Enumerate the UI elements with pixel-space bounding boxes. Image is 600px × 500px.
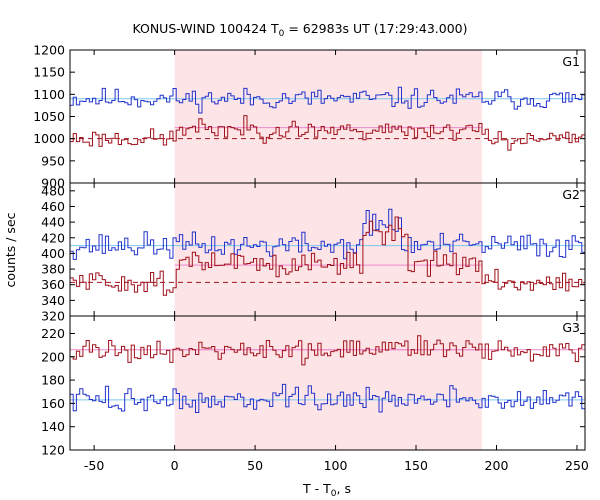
- ytick-label-g1-1150: 1150: [33, 65, 65, 80]
- ytick-label-g3-140: 140: [41, 419, 65, 434]
- text-layer: KONUS-WIND 100424 T0 = 62983s UT (17:29:…: [3, 21, 589, 499]
- data-layer: [70, 86, 585, 413]
- xtick-label-150: 150: [404, 458, 428, 473]
- y-axis-label: counts / sec: [3, 212, 18, 287]
- ytick-label-g3-220: 220: [41, 326, 65, 341]
- ytick-label-g2-320: 320: [41, 309, 65, 324]
- ytick-label-g3-200: 200: [41, 349, 65, 364]
- frame-layer: [69, 49, 586, 451]
- panel-label-g3: G3: [562, 320, 580, 335]
- xtick-label-0: 0: [171, 458, 179, 473]
- ytick-label-g2-400: 400: [41, 246, 65, 261]
- ytick-label-g3-180: 180: [41, 373, 65, 388]
- x-axis-label: T - T0, s: [302, 481, 351, 499]
- ytick-label-g2-340: 340: [41, 293, 65, 308]
- panel-label-g2: G2: [562, 187, 580, 202]
- ytick-label-g2-440: 440: [41, 215, 65, 230]
- xtick-label-100: 100: [324, 458, 348, 473]
- ytick-label-g2-380: 380: [41, 262, 65, 277]
- shade-layer: [174, 50, 482, 450]
- ytick-label-g2-360: 360: [41, 277, 65, 292]
- xtick-label-200: 200: [485, 458, 509, 473]
- ytick-label-g3-120: 120: [41, 443, 65, 458]
- panel-frame-g3: [69, 315, 586, 451]
- series-blue-g2: [70, 208, 585, 260]
- panel-label-g1: G1: [562, 54, 580, 69]
- ytick-label-g1-1050: 1050: [33, 109, 65, 124]
- ytick-label-g2-480: 480: [41, 183, 65, 198]
- xtick-label-50: 50: [247, 458, 263, 473]
- xtick-label-250: 250: [565, 458, 589, 473]
- series-blue-g3: [70, 383, 585, 413]
- ytick-label-g3-160: 160: [41, 396, 65, 411]
- chart-title: KONUS-WIND 100424 T0 = 62983s UT (17:29:…: [132, 21, 467, 39]
- ytick-label-g1-900: 900: [41, 176, 65, 191]
- ytick-label-g2-460: 460: [41, 199, 65, 214]
- ytick-label-g2-420: 420: [41, 230, 65, 245]
- burst-interval-shade: [174, 50, 482, 450]
- xtick-label--50: -50: [84, 458, 104, 473]
- series-red-g1: [70, 115, 585, 151]
- series-red-g3: [70, 335, 585, 366]
- ytick-label-g1-1000: 1000: [33, 131, 65, 146]
- ytick-label-g1-1200: 1200: [33, 43, 65, 58]
- series-blue-g1: [70, 86, 585, 114]
- ytick-label-g1-1100: 1100: [33, 87, 65, 102]
- series-red-g2: [70, 216, 585, 296]
- ytick-label-g1-950: 950: [41, 153, 65, 168]
